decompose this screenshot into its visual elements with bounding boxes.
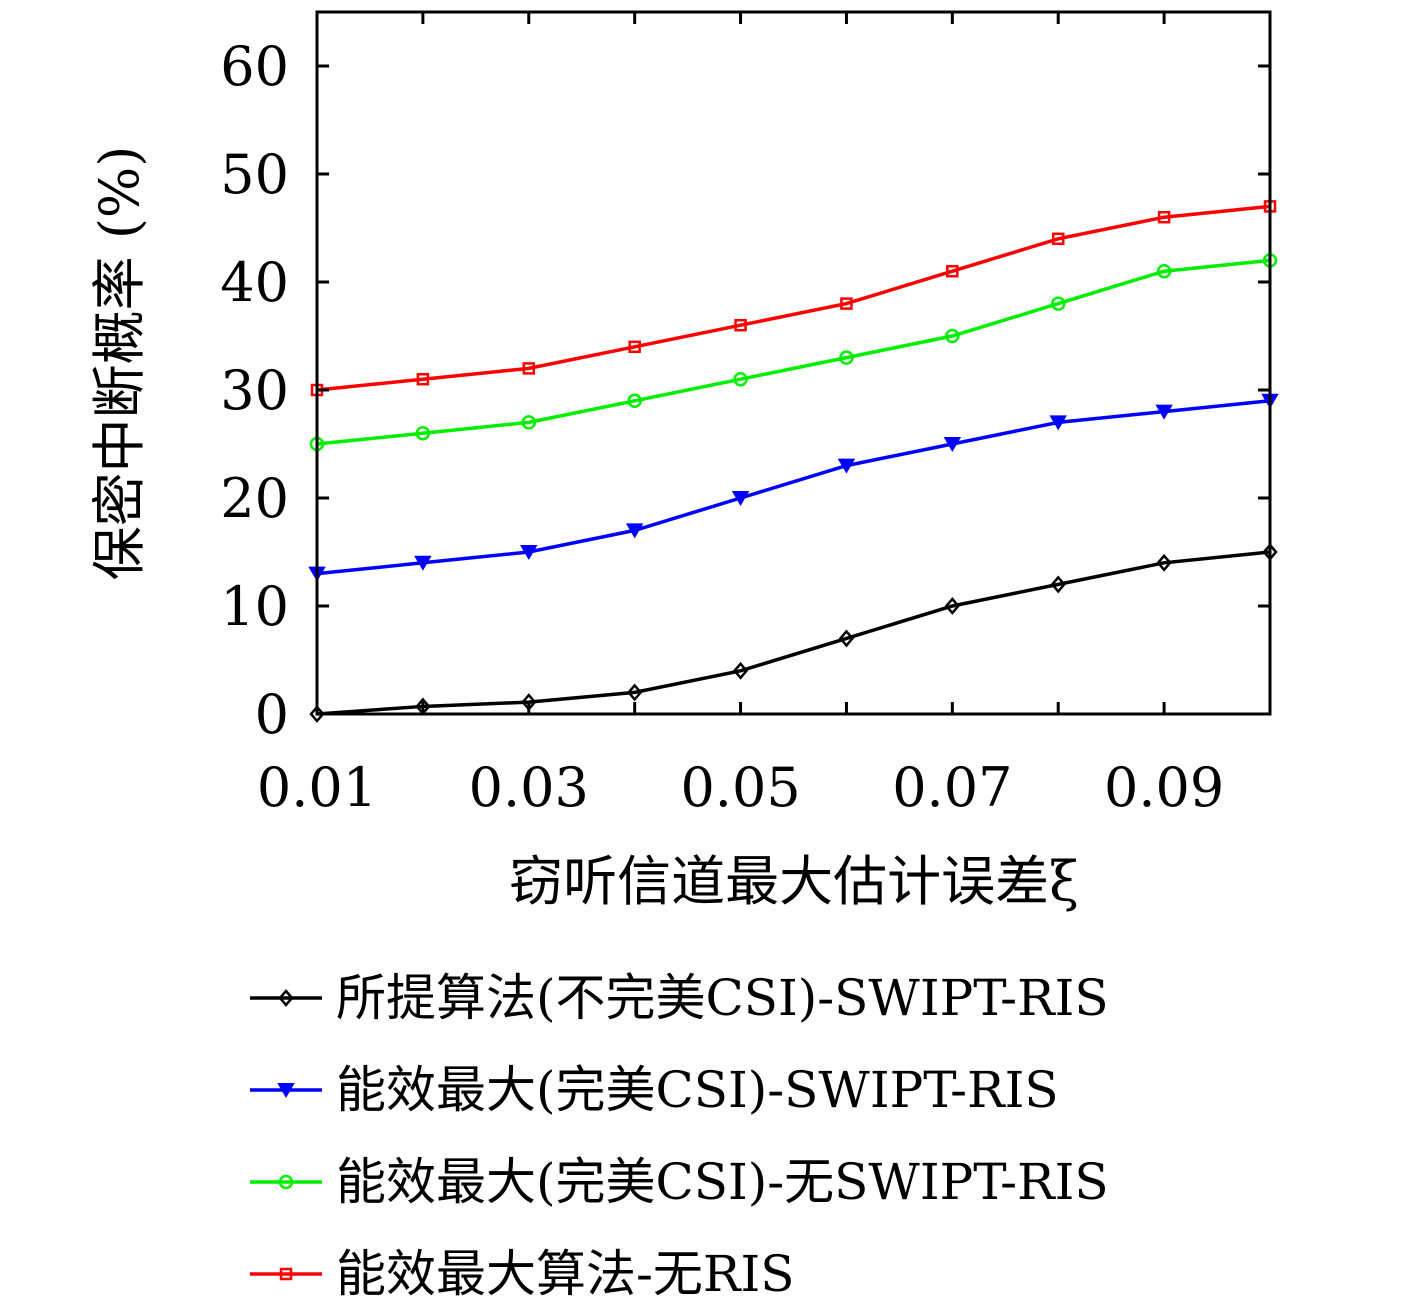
series-layer bbox=[308, 200, 1279, 723]
diamond-marker bbox=[944, 597, 960, 615]
circle-marker bbox=[1050, 296, 1066, 311]
y-tick-label: 20 bbox=[220, 467, 289, 530]
x-axis-label: 窃听信道最大估计误差ξ bbox=[509, 850, 1079, 913]
diamond-marker bbox=[732, 661, 749, 680]
x-tick-label: 0.09 bbox=[1104, 756, 1224, 819]
series-line bbox=[316, 550, 1271, 716]
circle-marker bbox=[1156, 263, 1172, 279]
triangle-marker bbox=[1049, 415, 1067, 431]
x-tick-label: 0.05 bbox=[680, 756, 800, 819]
x-tick-label: 0.03 bbox=[469, 756, 589, 819]
diamond-marker bbox=[309, 705, 325, 723]
series-2 bbox=[308, 393, 1279, 582]
square-marker bbox=[1051, 232, 1065, 246]
series-line bbox=[316, 258, 1271, 446]
series-4 bbox=[310, 200, 1277, 397]
triangle-marker bbox=[414, 555, 432, 571]
legend-label: 所提算法(不完美CSI)-SWIPT-RIS bbox=[336, 969, 1109, 1027]
circle-marker bbox=[415, 425, 431, 441]
y-tick-label: 40 bbox=[220, 251, 289, 314]
triangle-marker bbox=[731, 491, 750, 506]
ticks-layer: 0 10 20 30 40 50 60 0.01 0.03 0.05 0.07 0.09 bbox=[220, 12, 1272, 819]
triangle-marker bbox=[625, 523, 644, 539]
x-tick-label: 0.07 bbox=[892, 756, 1012, 819]
legend-label: 能效最大算法-无RIS bbox=[336, 1245, 795, 1303]
circle-marker bbox=[278, 1174, 294, 1190]
triangle-marker bbox=[837, 458, 856, 474]
y-tick-label: 50 bbox=[220, 143, 289, 206]
diamond-marker bbox=[278, 989, 294, 1007]
series-line bbox=[316, 399, 1271, 576]
series-1 bbox=[309, 543, 1278, 723]
triangle-marker bbox=[1155, 404, 1173, 420]
diamond-marker bbox=[1050, 575, 1066, 594]
legend-label: 能效最大(完美CSI)-无SWIPT-RIS bbox=[336, 1153, 1109, 1211]
diamond-marker bbox=[1156, 553, 1172, 572]
legend-entry-3: 能效最大(完美CSI)-无SWIPT-RIS bbox=[250, 1153, 1109, 1211]
circle-marker bbox=[521, 415, 537, 430]
y-tick-label: 30 bbox=[220, 359, 289, 422]
legend-entry-2: 能效最大(完美CSI)-SWIPT-RIS bbox=[250, 1061, 1059, 1119]
circle-marker bbox=[733, 371, 748, 387]
square-marker bbox=[628, 340, 641, 354]
y-axis-label: 保密中断概率 (%) bbox=[88, 146, 151, 581]
circle-marker bbox=[945, 328, 960, 344]
y-tick-label: 10 bbox=[220, 575, 289, 638]
diamond-marker bbox=[838, 629, 855, 648]
diamond-marker bbox=[627, 683, 643, 702]
square-marker bbox=[416, 372, 430, 386]
circle-marker bbox=[839, 350, 854, 365]
triangle-marker bbox=[520, 545, 538, 560]
legend: 所提算法(不完美CSI)-SWIPT-RIS 能效最大(完美CSI)-SWIPT-… bbox=[250, 969, 1109, 1303]
square-marker bbox=[840, 297, 853, 310]
square-marker bbox=[279, 1267, 293, 1281]
triangle-marker bbox=[943, 437, 962, 452]
x-tick-label: 0.01 bbox=[257, 756, 377, 819]
y-tick-label: 0 bbox=[255, 683, 289, 746]
square-marker bbox=[946, 264, 959, 278]
series-3 bbox=[309, 253, 1278, 452]
square-marker bbox=[522, 362, 536, 375]
circle-marker bbox=[627, 393, 642, 409]
legend-label: 能效最大(完美CSI)-SWIPT-RIS bbox=[336, 1061, 1059, 1119]
square-marker bbox=[734, 318, 747, 332]
square-marker bbox=[1157, 210, 1171, 224]
series-line bbox=[316, 204, 1271, 392]
triangle-marker bbox=[277, 1083, 295, 1098]
legend-entry-1: 所提算法(不完美CSI)-SWIPT-RIS bbox=[250, 969, 1109, 1027]
y-tick-label: 60 bbox=[220, 35, 289, 98]
legend-entry-4: 能效最大算法-无RIS bbox=[250, 1245, 795, 1303]
plot-frame bbox=[315, 10, 1272, 716]
